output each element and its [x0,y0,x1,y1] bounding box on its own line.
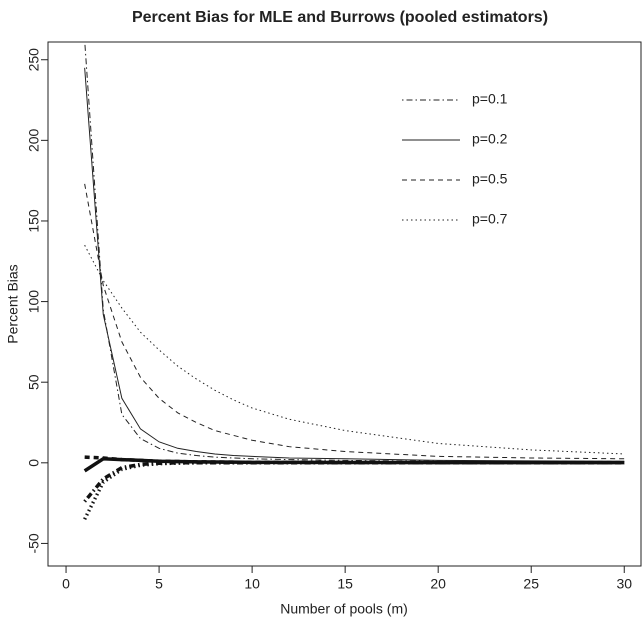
y-tick-label: 150 [26,209,42,233]
y-axis-title: Percent Bias [5,264,21,343]
legend-label: p=0.7 [472,211,508,227]
x-tick-label: 5 [155,576,163,592]
x-tick-label: 10 [244,576,260,592]
x-tick-label: 25 [523,576,539,592]
y-tick-label: 100 [26,290,42,314]
plot-area [83,42,625,521]
series-line [84,244,625,455]
legend-label: p=0.1 [472,91,508,107]
chart-title: Percent Bias for MLE and Burrows (pooled… [132,9,548,26]
y-tick-label: 0 [26,459,42,467]
y-tick-label: 200 [26,128,42,152]
legend-label: p=0.2 [472,131,508,147]
series-line [83,457,625,473]
x-tick-label: 0 [62,576,70,592]
y-tick-label: 50 [26,374,42,390]
x-tick-label: 15 [337,576,353,592]
x-axis-title: Number of pools (m) [280,601,408,617]
series-line [84,67,625,462]
legend-label: p=0.5 [472,171,508,187]
series-line [84,42,625,463]
plot-frame [47,41,642,567]
x-tick-label: 20 [430,576,446,592]
series-line [84,183,625,460]
series-line [83,461,625,503]
series-line [83,461,625,521]
y-tick-label: 250 [26,48,42,72]
x-tick-label: 30 [616,576,632,592]
y-tick-label: -50 [26,533,42,553]
